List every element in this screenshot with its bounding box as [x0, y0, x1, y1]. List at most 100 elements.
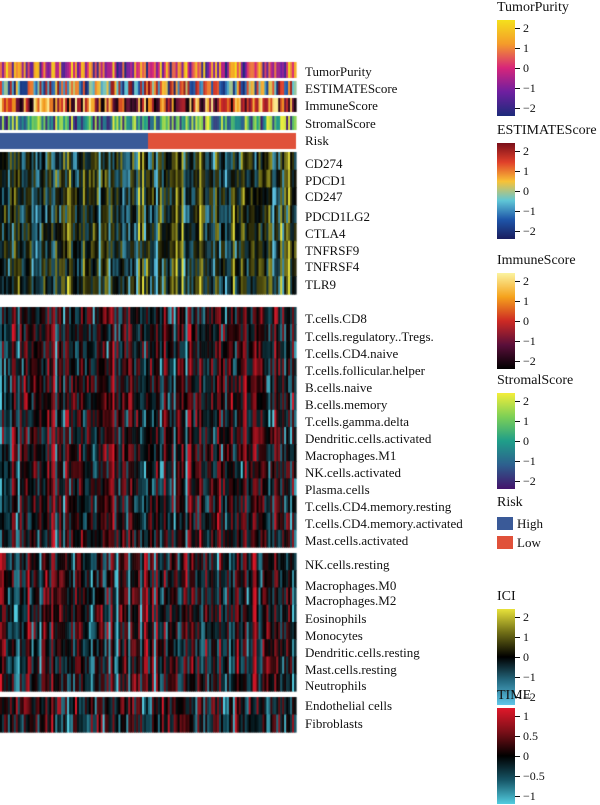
colorbar-tick: [515, 88, 520, 89]
colorbar-tick: [515, 191, 520, 192]
colorbar: [497, 609, 515, 705]
heatmap-row-label: PDCD1: [305, 173, 347, 188]
heatmap-row-label: TLR9: [305, 277, 337, 292]
legend-immunescore: ImmuneScore 2 1 0 −1 −2: [497, 253, 576, 369]
heatmap-row-label: CTLA4: [305, 226, 346, 241]
colorbar-tick: [515, 796, 520, 797]
colorbar-tick: [515, 28, 520, 29]
colorbar-tick: [515, 481, 520, 482]
annotation-row-label: TumorPurity: [305, 64, 372, 79]
colorbar-tick: [515, 716, 520, 717]
heatmap-row-label: Macrophages.M1: [305, 448, 397, 463]
heatmap-row-label: T.cells.CD4.memory.resting: [305, 499, 452, 514]
colorbar-tick-label: −2: [523, 690, 536, 704]
colorbar-tick-label: −1: [523, 334, 536, 348]
colorbar: [497, 20, 515, 116]
colorbar-tick: [515, 756, 520, 757]
colorbar-tick-label: 2: [523, 610, 529, 624]
colorbar-tick-label: 1: [523, 164, 529, 178]
annotation-row-label: Risk: [305, 133, 329, 148]
colorbar-tick-label: 0.5: [523, 729, 538, 743]
heatmap-row-label: Dendritic.cells.resting: [305, 645, 420, 660]
heatmap-row-label: Plasma.cells: [305, 482, 370, 497]
annotation-row-label: ESTIMATEScore: [305, 81, 398, 96]
heatmap-row-label: B.cells.naive: [305, 380, 373, 395]
colorbar-tick-label: −1: [523, 670, 536, 684]
legend-tumorpurity: TumorPurity 2 1 0 −1 −2: [497, 0, 569, 116]
legend-estimatescore: ESTIMATEScore 2 1 0 −1 −2: [497, 123, 597, 239]
legend-swatch-label: High: [517, 516, 543, 531]
heatmap-row-label: Neutrophils: [305, 678, 367, 693]
colorbar-tick-label: −2: [523, 354, 536, 368]
colorbar-tick: [515, 301, 520, 302]
colorbar-tick-label: −0.5: [523, 769, 545, 783]
heatmap-row-label: Dendritic.cells.activated: [305, 431, 432, 446]
legend-title: ESTIMATEScore: [497, 123, 597, 138]
heatmap-row-label: Macrophages.M2: [305, 593, 397, 608]
colorbar-tick-label: 0: [523, 184, 529, 198]
colorbar: [497, 143, 515, 239]
colorbar-tick-label: −1: [523, 454, 536, 468]
heatmap-canvas: [0, 0, 300, 805]
colorbar: [497, 393, 515, 489]
colorbar-tick-label: 1: [523, 294, 529, 308]
colorbar-tick: [515, 441, 520, 442]
colorbar-tick-label: 2: [523, 274, 529, 288]
legend-risk: Risk High Low: [497, 495, 543, 550]
legend-stromalscore: StromalScore 2 1 0 −1 −2: [497, 373, 573, 489]
heatmap-row-label: T.cells.regulatory..Tregs.: [305, 329, 434, 344]
colorbar: [497, 273, 515, 369]
colorbar-tick: [515, 151, 520, 152]
legend-swatch: [497, 536, 513, 549]
colorbar-tick: [515, 171, 520, 172]
colorbar-tick-label: 2: [523, 144, 529, 158]
legend-title: TIME: [497, 688, 532, 703]
colorbar-tick-label: −1: [523, 81, 536, 95]
colorbar: [497, 708, 515, 804]
heatmap-row-label: T.cells.follicular.helper: [305, 363, 425, 378]
heatmap-row-label: Endothelial cells: [305, 698, 393, 713]
heatmap-row-label: T.cells.gamma.delta: [305, 414, 410, 429]
heatmap-row-label: NK.cells.activated: [305, 465, 402, 480]
heatmap-row-label: T.cells.CD8: [305, 311, 367, 326]
heatmap-row-label: CD274: [305, 156, 343, 171]
colorbar-tick: [515, 211, 520, 212]
colorbar-tick-label: 1: [523, 709, 529, 723]
colorbar-tick: [515, 776, 520, 777]
colorbar-tick: [515, 108, 520, 109]
legend-swatch: [497, 517, 513, 530]
colorbar-tick: [515, 461, 520, 462]
legend-title: ImmuneScore: [497, 253, 576, 268]
heatmap-row-label: TNFRSF4: [305, 259, 360, 274]
heatmap-row-label: Eosinophils: [305, 611, 367, 626]
colorbar-tick-label: −2: [523, 474, 536, 488]
colorbar-tick: [515, 697, 520, 698]
heatmap-row-label: TNFRSF9: [305, 243, 360, 258]
heatmap-row-label: Macrophages.M0: [305, 578, 397, 593]
legend-time: TIME 1 0.5 0 −0.5 −1: [497, 688, 545, 804]
legend-title: TumorPurity: [497, 0, 569, 15]
legend-swatch-label: Low: [517, 535, 541, 550]
annotation-row-label: ImmuneScore: [305, 98, 378, 113]
colorbar-tick-label: −1: [523, 789, 536, 803]
colorbar-tick: [515, 281, 520, 282]
colorbar-tick-label: 0: [523, 650, 529, 664]
colorbar-tick: [515, 341, 520, 342]
colorbar-tick: [515, 637, 520, 638]
colorbar-tick-label: −2: [523, 101, 536, 115]
colorbar-tick: [515, 677, 520, 678]
heatmap-row-label: T.cells.CD4.memory.activated: [305, 516, 463, 531]
colorbar-tick: [515, 48, 520, 49]
heatmap-row-label: Monocytes: [305, 628, 363, 643]
colorbar-tick: [515, 421, 520, 422]
colorbar-tick: [515, 321, 520, 322]
heatmap-row-label: NK.cells.resting: [305, 557, 390, 572]
colorbar-tick: [515, 657, 520, 658]
heatmap-row-label: Mast.cells.resting: [305, 662, 397, 677]
heatmap-row-label: T.cells.CD4.naive: [305, 346, 399, 361]
annotation-row-label: StromalScore: [305, 116, 376, 131]
colorbar-tick-label: 2: [523, 394, 529, 408]
colorbar-tick-label: 1: [523, 414, 529, 428]
colorbar-tick: [515, 231, 520, 232]
heatmap-row-label: PDCD1LG2: [305, 209, 371, 224]
